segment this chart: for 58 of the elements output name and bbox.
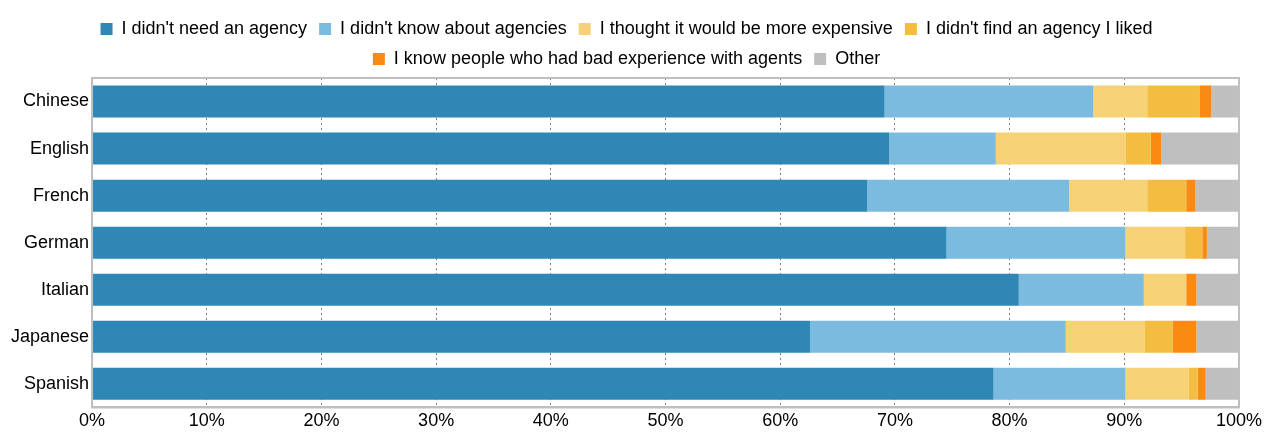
bar [1147,179,1187,212]
legend-label: Other [835,47,881,68]
legend-label: I thought it would be more expensive [599,17,893,38]
bar [1093,85,1148,118]
bar [92,226,947,259]
bar [1188,367,1198,400]
legend-label: I didn't need an agency [121,17,308,38]
bar [1150,132,1161,165]
x-tick-label: 20% [303,410,340,431]
y-tick-label: French [33,184,90,205]
x-tick-label: 40% [532,410,569,431]
bar [1202,226,1207,259]
legend-label: I didn't find an agency I liked [925,17,1153,38]
bar [92,85,885,118]
bar [1065,320,1145,353]
bar [884,85,1094,118]
bar [92,273,1019,306]
bar [1125,367,1189,400]
bar [1185,226,1203,259]
y-tick-label: English [30,137,90,158]
y-tick-label: Chinese [23,90,90,111]
bar [1125,132,1151,165]
x-tick-label: 60% [762,410,799,431]
x-tick-label: 100% [1215,410,1262,431]
bar [92,367,994,400]
x-tick-label: 30% [418,410,455,431]
bar [1172,320,1197,353]
x-tick-label: 0% [79,410,106,431]
bar [1199,85,1212,118]
bar [1069,179,1148,212]
bar [1144,320,1173,353]
x-tick-label: 90% [1106,410,1143,431]
legend-label: I didn't know about agencies [340,17,567,38]
bar [1147,85,1200,118]
y-tick-label: Italian [41,278,90,299]
y-tick-label: Spanish [24,372,90,393]
bar [92,132,890,165]
bar [1186,179,1196,212]
x-tick-label: 70% [876,410,913,431]
bar [1197,367,1206,400]
x-tick-label: 10% [188,410,225,431]
bar [993,367,1126,400]
bar [995,132,1126,165]
legend-label: I know people who had bad experience with agents [393,47,803,68]
x-tick-label: 50% [647,410,684,431]
bar [946,226,1126,259]
bar [1186,273,1197,306]
bar [92,179,868,212]
bar [1125,226,1186,259]
y-tick-label: German [24,231,90,252]
x-tick-label: 80% [991,410,1028,431]
bar [810,320,1066,353]
bar [889,132,996,165]
y-tick-label: Japanese [10,325,90,346]
bar [92,320,811,353]
bar [1143,273,1187,306]
bar [867,179,1070,212]
bar [1018,273,1144,306]
